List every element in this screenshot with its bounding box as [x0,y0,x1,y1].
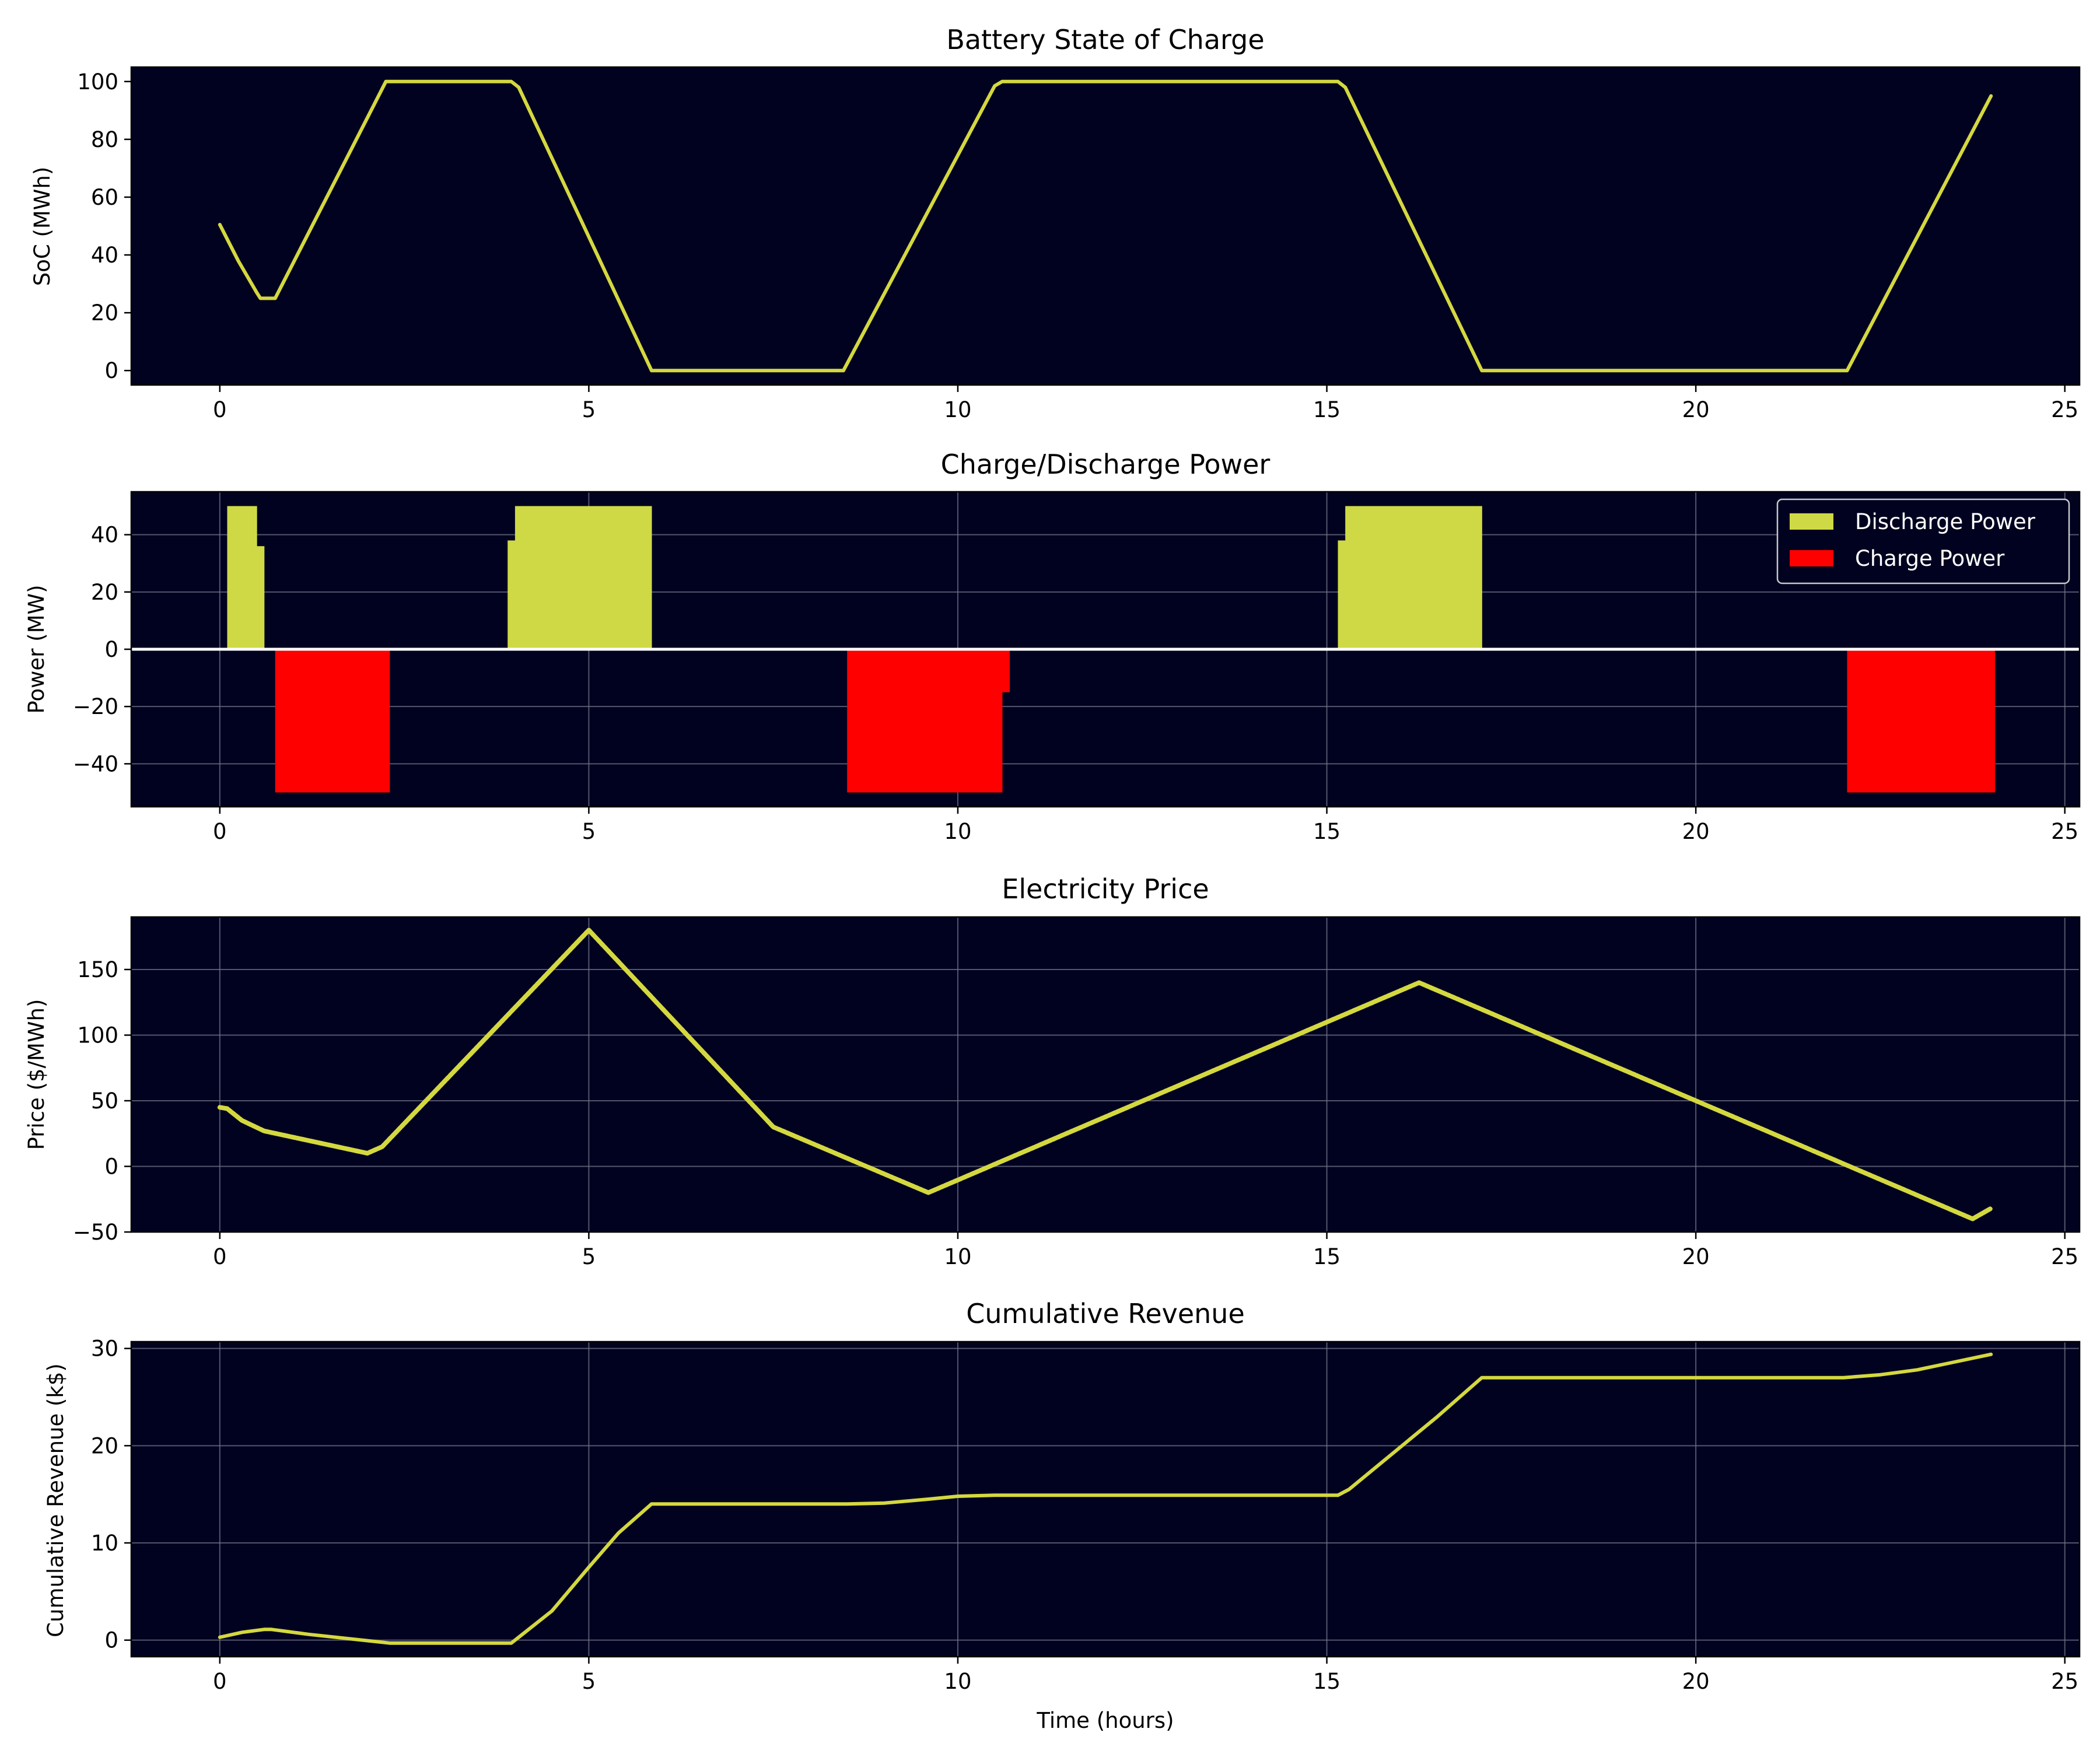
panel-soc: Battery State of Charge SoC (MWh) 0 5 10 15… [30,24,2081,422]
price-plot-background [131,917,2080,1232]
soc-x-tick-label: 0 [213,397,227,422]
panel-price: Electricity Price Price ($/MWh) 0 5 10 15 20… [24,873,2081,1269]
revenue-y-axis-label: Cumulative Revenue (k$) [43,1363,68,1637]
power-x-tick-label: 10 [944,819,971,844]
power-x-tick-label: 20 [1682,819,1710,844]
discharge-power-bar [257,546,265,649]
power-legend: Discharge Power Charge Power [1776,498,2070,584]
revenue-axes-frame [130,1340,2081,1658]
soc-y-tick-label: 100 [77,69,118,94]
legend-label-charge: Charge Power [1855,546,2005,571]
panel-revenue: Cumulative Revenue Cumulative Revenue (k… [43,1298,2081,1733]
power-x-tick-label: 0 [213,819,227,844]
discharge-power-bar [514,506,652,649]
discharge-power-bar [508,540,516,649]
soc-plot-background [131,67,2080,385]
soc-y-tick-label: 0 [104,358,118,383]
power-plot-area: 0 5 10 15 20 25 −40 −20 0 20 40 [73,491,2081,844]
revenue-x-tick-label: 20 [1682,1669,1710,1694]
price-x-tick-label: 25 [2051,1244,2078,1269]
power-y-tick-label: 20 [91,580,118,605]
revenue-plot-area: 0 5 10 15 20 25 0 10 20 30 [91,1336,2081,1694]
legend-label-discharge: Discharge Power [1855,509,2036,534]
price-y-tick-label: 100 [77,1023,118,1048]
revenue-y-tick-label: 10 [91,1531,118,1556]
legend-swatch-charge [1790,550,1833,566]
discharge-power-bar [227,506,257,649]
price-chart-title: Electricity Price [1002,873,1209,905]
price-axes-frame [130,916,2081,1233]
soc-x-tick-label: 20 [1682,397,1710,422]
power-y-tick-label: −20 [73,694,118,719]
charge-power-bar [847,649,1003,793]
price-x-tick-label: 20 [1682,1244,1710,1269]
soc-chart-title: Battery State of Charge [946,24,1264,55]
soc-y-tick-label: 40 [91,243,118,268]
price-x-tick-label: 0 [213,1244,227,1269]
power-y-tick-label: 40 [91,523,118,548]
price-x-tick-label: 15 [1313,1244,1340,1269]
power-y-tick-label: −40 [73,751,118,776]
legend-box [1776,498,2070,584]
discharge-power-bar [1345,506,1482,649]
power-x-tick-label: 5 [582,819,596,844]
revenue-plot-background [131,1342,2080,1657]
soc-x-tick-label: 10 [944,397,971,422]
discharge-power-bar [1338,540,1346,649]
price-y-axis-label: Price ($/MWh) [24,999,49,1150]
revenue-x-axis-label: Time (hours) [1036,1708,1174,1733]
revenue-x-tick-label: 5 [582,1669,596,1694]
revenue-x-tick-label: 10 [944,1669,971,1694]
soc-y-tick-label: 80 [91,127,118,152]
soc-x-tick-label: 15 [1313,397,1340,422]
power-chart-title: Charge/Discharge Power [941,449,1270,480]
soc-axes-frame [130,66,2081,386]
revenue-y-tick-label: 20 [91,1433,118,1458]
price-plot-area: 0 5 10 15 20 25 −50 0 50 100 150 [73,916,2081,1269]
revenue-series-line [218,1352,1993,1645]
price-y-tick-label: 50 [91,1088,118,1114]
revenue-x-tick-label: 15 [1313,1669,1340,1694]
charge-power-bar [1847,649,1996,793]
revenue-y-tick-label: 0 [104,1628,118,1653]
soc-series-line [218,79,1993,373]
price-y-tick-label: 150 [77,957,118,982]
price-series-line [217,928,1994,1222]
legend-swatch-discharge [1790,513,1833,530]
soc-y-tick-label: 20 [91,300,118,326]
charge-power-bar [275,649,390,793]
charge-power-bar [1002,649,1010,692]
soc-x-tick-label: 5 [582,397,596,422]
soc-x-tick-label: 25 [2051,397,2078,422]
panel-power: Charge/Discharge Power Power (MW) 0 5 10 15… [24,449,2081,844]
soc-y-tick-label: 60 [91,185,118,210]
soc-y-axis-label: SoC (MWh) [30,167,55,286]
power-y-tick-label: 0 [104,637,118,662]
revenue-y-tick-label: 30 [91,1336,118,1362]
soc-plot-area: 0 5 10 15 20 25 0 20 40 60 80 100 [77,66,2081,422]
price-y-tick-label: −50 [73,1220,118,1245]
revenue-chart-title: Cumulative Revenue [966,1298,1245,1329]
price-x-tick-label: 5 [582,1244,596,1269]
price-x-tick-label: 10 [944,1244,971,1269]
power-x-tick-label: 15 [1313,819,1340,844]
revenue-x-tick-label: 25 [2051,1669,2078,1694]
revenue-x-tick-label: 0 [213,1669,227,1694]
price-y-tick-label: 0 [104,1154,118,1180]
power-y-axis-label: Power (MW) [24,584,49,713]
power-x-tick-label: 25 [2051,819,2078,844]
